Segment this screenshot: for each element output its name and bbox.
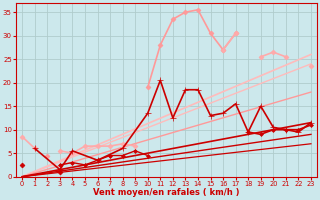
X-axis label: Vent moyen/en rafales ( km/h ): Vent moyen/en rafales ( km/h ) [93, 188, 240, 197]
